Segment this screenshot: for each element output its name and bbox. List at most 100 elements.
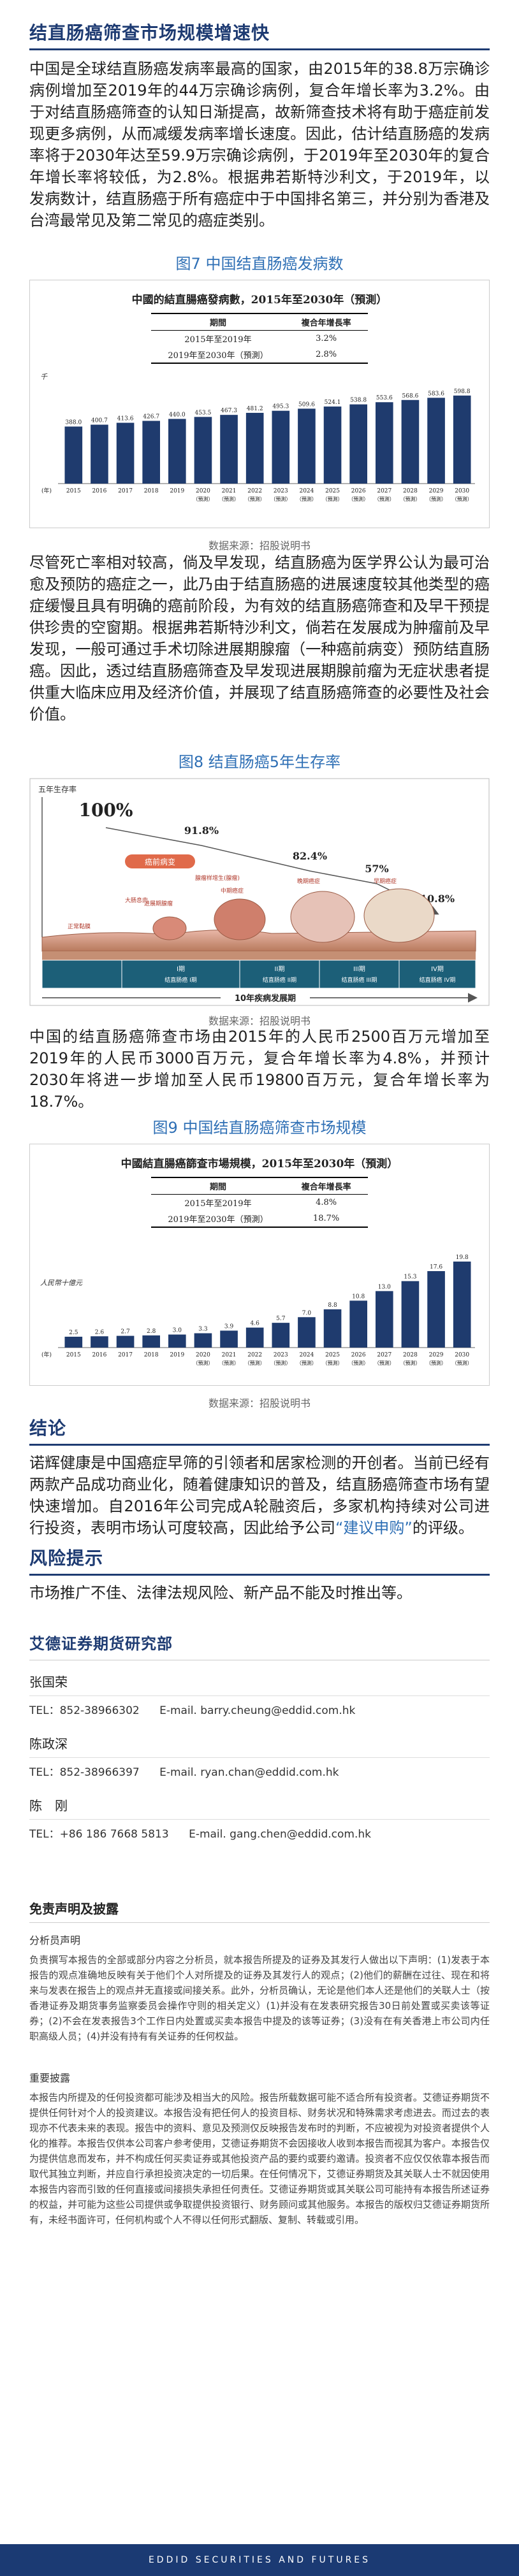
survival-rate-label: 91.8% — [184, 824, 219, 837]
bar — [64, 1336, 83, 1348]
figure-9: 图9 中国结直肠癌筛查市场规模 中國結直腸癌篩查市場規模，2015年至2030年… — [29, 1109, 490, 1410]
stage-box-sublabel: 结直肠癌 IV期 — [420, 976, 456, 984]
analyst-card: 陈 刚 TEL：+86 186 7668 5813 E-mail. gang.c… — [29, 1795, 490, 1841]
analyst-tel: TEL：+86 186 7668 5813 — [29, 1828, 169, 1841]
x-tick-label: 2024 — [299, 488, 314, 494]
x-tick-label: 2020 — [196, 1352, 210, 1358]
bar — [401, 1281, 420, 1348]
analyst-contact: TEL：+86 186 7668 5813 E-mail. gang.chen@… — [29, 1819, 490, 1841]
x-axis-unit: (年) — [41, 487, 52, 494]
section-paragraph: 中国的结直肠癌筛查市场由2015年的人民币2500百万元增加至2019年的人民币… — [29, 1028, 490, 1111]
analyst-email[interactable]: E-mail. gang.chen@eddid.com.hk — [189, 1828, 372, 1841]
x-tick-label: 2018 — [144, 1352, 159, 1358]
figure-8: 图8 结直肠癌5年生存率 五年生存率 100% 91.8% 82.4% 57% 10.8%… — [29, 743, 490, 1028]
bar — [376, 402, 393, 484]
bar — [245, 412, 264, 484]
research-team: 艾德证券期货研究部 张国荣 TEL：852-38966302 E-mail. b… — [29, 1631, 490, 1841]
conclusion-text-end: 的评级。 — [412, 1519, 474, 1537]
table-cell: 4.8% — [316, 1198, 337, 1207]
conclusion-text: 诺辉健康是中国癌症早筛的引领者和居家检测的开创者。当前已经有两款产品成功商业化，… — [29, 1454, 490, 1537]
bar — [349, 1300, 367, 1348]
figure-source: 数据来源：招股说明书 — [208, 540, 311, 552]
bar-value-label: 3.9 — [224, 1323, 234, 1330]
important-disclosure-heading: 重要披露 — [29, 2072, 71, 2084]
x-tick-sublabel: （預測） — [374, 1360, 395, 1366]
x-tick-sublabel: （預測） — [323, 496, 343, 502]
x-tick-label: 2029 — [429, 1352, 444, 1358]
polyp-shape — [152, 916, 187, 940]
bar — [64, 426, 83, 484]
bar-value-label: 4.6 — [251, 1321, 260, 1327]
footer-brand: EDDID SECURITIES AND FUTURES — [148, 2555, 371, 2565]
analyst-email[interactable]: E-mail. ryan.chan@eddid.com.hk — [159, 1766, 339, 1779]
precancer-pill-label: 癌前病变 — [145, 857, 175, 867]
x-tick-label: 2023 — [274, 1352, 288, 1358]
analyst-name: 张国荣 — [29, 1674, 68, 1690]
disclaimer-heading: 免责声明及披露 — [29, 1899, 490, 1923]
stage-annotation: 早期癌症 — [374, 877, 397, 885]
timeline-label: 10年疾病发展期 — [235, 993, 296, 1004]
table-header: 複合年增長率 — [284, 1177, 368, 1195]
bar-value-label: 509.6 — [298, 401, 315, 408]
risk-heading: 风险提示 — [29, 1544, 490, 1576]
bar — [168, 419, 186, 484]
x-tick-label: 2025 — [325, 488, 340, 494]
bar-value-label: 467.3 — [221, 408, 237, 414]
bar — [298, 408, 316, 484]
x-tick-label: 2028 — [403, 1352, 418, 1358]
bar-value-label: 495.3 — [272, 404, 289, 410]
section-heading: 结直肠癌筛查市场规模增速快 — [29, 19, 490, 50]
survival-rate-label: 82.4% — [293, 850, 327, 862]
late-cancer-shape — [363, 888, 435, 943]
conclusion-paragraph: 诺辉健康是中国癌症早筛的引领者和居家检测的开创者。当前已经有两款产品成功商业化，… — [29, 1452, 490, 1539]
figure-source: 数据来源：招股说明书 — [208, 1397, 311, 1409]
bar-value-label: 553.6 — [376, 395, 393, 401]
x-tick-sublabel: （預測） — [323, 1360, 343, 1366]
figure-source: 数据来源：招股说明书 — [208, 1015, 311, 1027]
bar — [220, 415, 238, 484]
x-tick-sublabel: （預測） — [374, 496, 395, 502]
x-tick-label: 2019 — [170, 488, 184, 494]
stage-box — [319, 960, 400, 989]
bar-value-label: 10.8 — [352, 1293, 365, 1300]
important-disclosure-text: 本报告内所提及的任何投资都可能涉及相当大的风险。报告所载数据可能不适合所有投资者… — [29, 2092, 490, 2226]
analyst-tel: TEL：852-38966397 — [29, 1766, 140, 1779]
bar-value-label: 2.7 — [121, 1329, 130, 1335]
analyst-email[interactable]: E-mail. barry.cheung@eddid.com.hk — [159, 1704, 356, 1717]
x-tick-label: 2022 — [247, 1352, 262, 1358]
team-heading: 艾德证券期货研究部 — [29, 1631, 490, 1660]
x-tick-sublabel: （預測） — [426, 1360, 446, 1366]
x-tick-label: 2027 — [377, 1352, 391, 1358]
figure-7: 图7 中国结直肠癌发病数 中國的結直腸癌發病數，2015年至2030年（預測） … — [29, 245, 490, 552]
table-cell: 2015年至2019年 — [184, 335, 252, 345]
x-tick-label: 2015 — [66, 488, 81, 494]
stage-box — [239, 960, 320, 989]
x-tick-sublabel: （預測） — [270, 1360, 291, 1366]
y-axis-unit: 人民幣十億元 — [40, 1279, 83, 1287]
x-tick-label: 2018 — [144, 488, 159, 494]
rating-text: “建议申购” — [335, 1519, 413, 1537]
table-cell: 3.2% — [316, 334, 337, 343]
table-cell: 2019年至2030年（預測） — [151, 1211, 285, 1228]
submucosa-tissue — [42, 951, 476, 960]
bar-value-label: 2.8 — [147, 1328, 156, 1335]
figure-caption: 图8 结直肠癌5年生存率 — [178, 753, 341, 771]
x-tick-sublabel: （預測） — [193, 1360, 213, 1366]
x-tick-sublabel: （預測） — [296, 1360, 317, 1366]
bar-value-label: 388.0 — [65, 419, 82, 426]
x-tick-label: 2015 — [66, 1352, 81, 1358]
bar-value-label: 400.7 — [91, 418, 108, 424]
stage-box-label: III期 — [353, 965, 365, 973]
bar — [220, 1330, 238, 1348]
x-tick-label: 2030 — [455, 1352, 469, 1358]
bar-value-label: 17.6 — [430, 1264, 442, 1270]
x-tick-sublabel: （預測） — [400, 1360, 420, 1366]
bar — [194, 417, 212, 484]
stage-box-label: IV期 — [431, 965, 444, 973]
bar — [245, 1327, 264, 1348]
bar-value-label: 568.6 — [402, 393, 419, 399]
table-header: 期間 — [151, 313, 285, 331]
x-tick-label: 2025 — [325, 1352, 340, 1358]
x-tick-sublabel: （預測） — [296, 496, 317, 502]
